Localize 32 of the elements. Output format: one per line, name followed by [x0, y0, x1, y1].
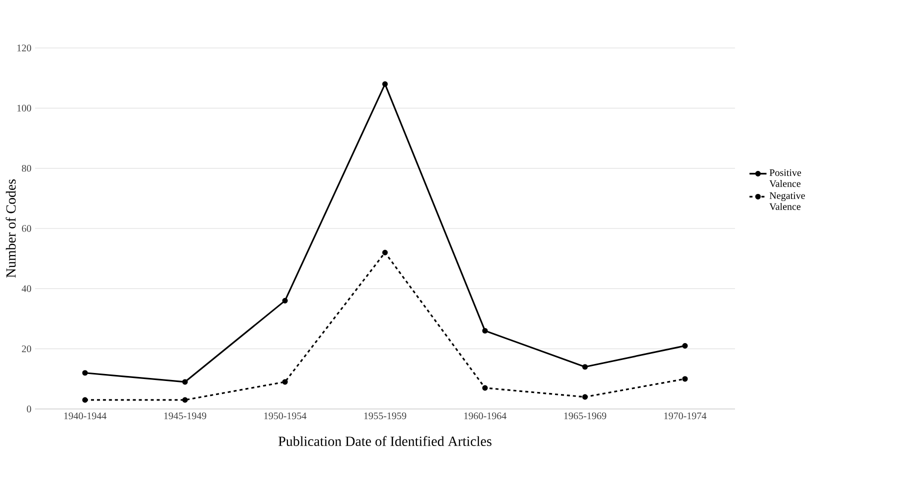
point	[82, 370, 88, 376]
point	[82, 397, 88, 403]
point	[582, 394, 588, 400]
point	[282, 298, 288, 304]
point	[182, 379, 188, 385]
x-tick-label: 1945-1949	[164, 412, 206, 420]
point	[682, 376, 688, 382]
x-axis-title: Publication Date of Identified Articles	[278, 436, 492, 446]
y-tick-label: 120	[17, 44, 32, 52]
y-tick-label: 40	[22, 285, 32, 292]
y-tick-label: 60	[22, 225, 32, 232]
point	[482, 328, 488, 334]
legend-label: Negative Valence	[769, 192, 805, 210]
point	[582, 364, 588, 370]
x-tick-label: 1965-1969	[564, 412, 606, 420]
y-tick-label: 100	[17, 104, 32, 112]
x-tick-label: 1940-1944	[64, 412, 106, 420]
x-tick-label: 1950-1954	[264, 412, 306, 420]
point	[282, 379, 288, 385]
y-tick-label: 20	[22, 345, 32, 352]
point	[382, 81, 388, 87]
y-tick-label: 0	[26, 406, 32, 412]
point	[482, 385, 488, 391]
x-tick-label: 1960-1964	[464, 412, 506, 420]
x-tick-label: 1970-1974	[664, 412, 706, 420]
x-tick-label: 1955-1959	[364, 412, 406, 420]
y-axis-title: Number of Codes	[6, 179, 16, 278]
point	[382, 250, 388, 256]
legend-label: Positive Valence	[769, 169, 802, 188]
point	[182, 397, 188, 403]
y-tick-label: 80	[22, 164, 32, 172]
point	[682, 343, 688, 349]
